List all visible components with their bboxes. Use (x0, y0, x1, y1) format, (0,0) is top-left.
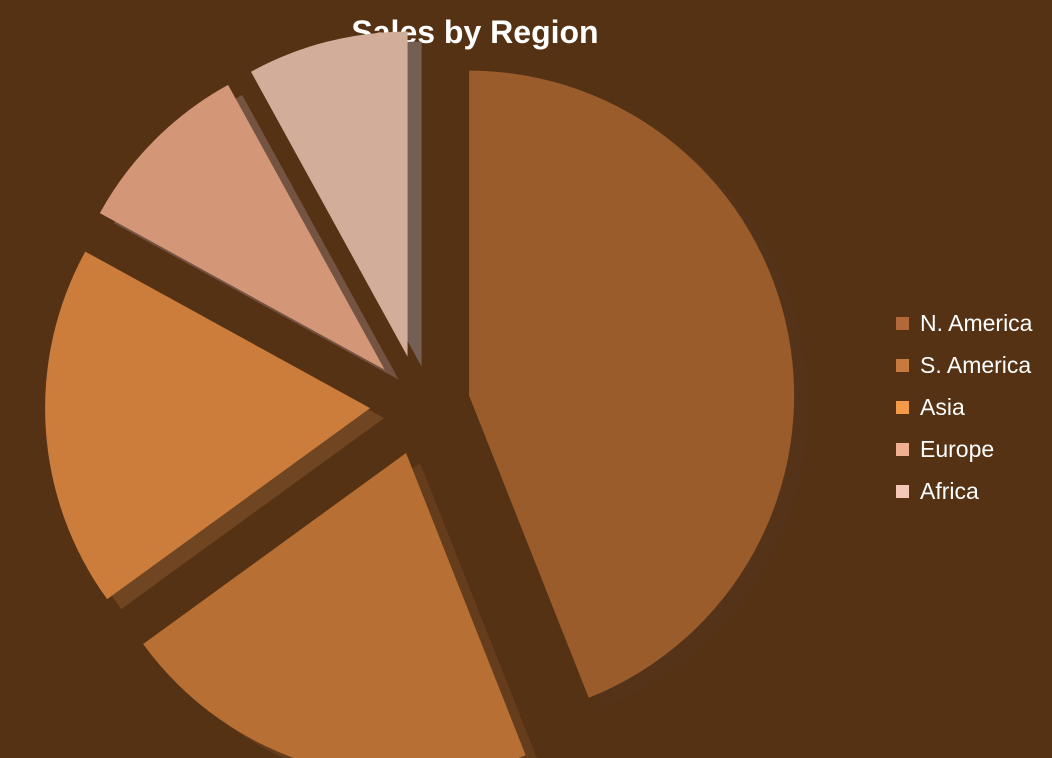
pie-slice-europe (99, 84, 399, 380)
pie-slice-n-america (469, 70, 809, 708)
legend-label: S. America (920, 352, 1032, 378)
pie-slice-face (99, 84, 385, 370)
legend-swatch (896, 316, 909, 330)
legend-item: Europe (896, 428, 1032, 470)
legend-label: Europe (920, 436, 995, 462)
pie-slice-asia (45, 251, 385, 610)
legend: N. America S. America Asia Europe Africa (896, 302, 1032, 512)
legend-swatch (896, 400, 909, 414)
pie-slice-face (45, 251, 371, 600)
legend-label: N. America (920, 310, 1033, 336)
pie-slice-africa (251, 31, 422, 367)
pie-slice-face (469, 70, 795, 698)
legend-item: S. America (896, 344, 1032, 386)
pie-slice-face (251, 31, 408, 357)
legend-swatch (896, 358, 909, 372)
legend-item: Africa (896, 470, 1032, 512)
legend-item: Asia (896, 386, 1032, 428)
pie-slice-face (143, 453, 526, 758)
legend-item: N. America (896, 302, 1032, 344)
legend-label: Africa (920, 478, 979, 504)
legend-label: Asia (920, 394, 965, 420)
legend-swatch (896, 442, 909, 456)
legend-swatch (896, 484, 909, 498)
pie-slice-s-america (143, 453, 537, 758)
